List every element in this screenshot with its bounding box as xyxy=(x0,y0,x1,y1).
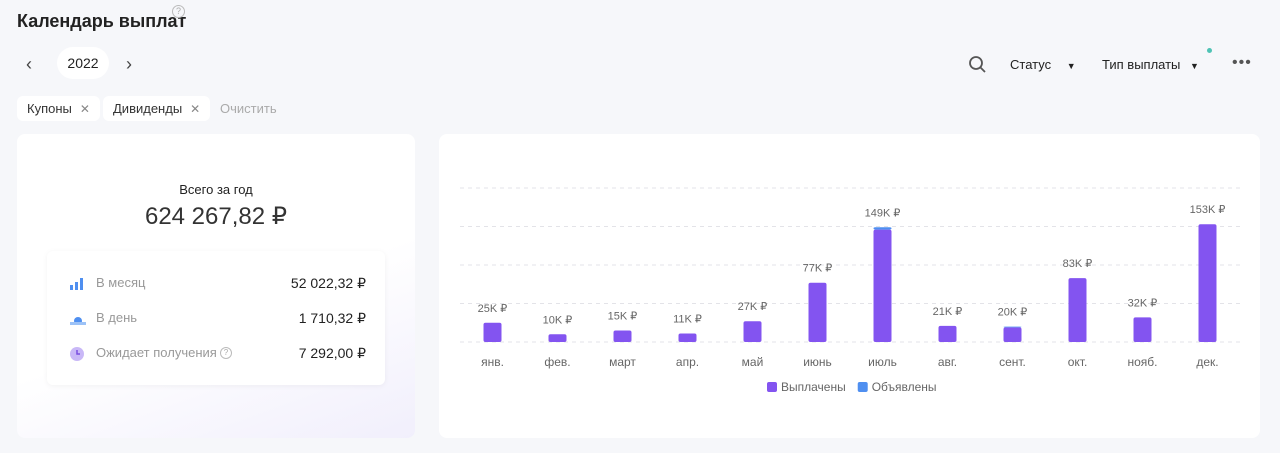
stat-label: Ожидает получения xyxy=(96,345,217,360)
stat-value: 1 710,32 ₽ xyxy=(298,310,366,326)
more-menu[interactable]: ••• xyxy=(1232,54,1252,71)
type-filter[interactable]: Тип выплаты ▼ xyxy=(1102,57,1199,72)
value-label: 77K ₽ xyxy=(803,263,833,275)
x-tick-label: апр. xyxy=(676,355,699,369)
stat-row: Ожидает получения? 7 292,00 ₽ xyxy=(70,345,366,365)
type-label: Тип выплаты xyxy=(1102,57,1181,72)
bar-segment xyxy=(1068,278,1087,342)
help-icon[interactable]: ? xyxy=(220,347,232,359)
bar-segment xyxy=(613,330,632,342)
value-label: 21K ₽ xyxy=(933,306,963,318)
search-icon[interactable] xyxy=(968,55,988,75)
bar-segment xyxy=(1003,326,1022,328)
bar-segment xyxy=(1133,317,1152,342)
value-label: 20K ₽ xyxy=(998,307,1028,319)
x-tick-label: март xyxy=(609,355,636,369)
stat-value: 52 022,32 ₽ xyxy=(290,275,366,291)
value-label: 11K ₽ xyxy=(673,314,702,326)
chip-label: Купоны xyxy=(27,101,72,116)
value-label: 83K ₽ xyxy=(1063,258,1093,270)
x-tick-label: фев. xyxy=(544,355,570,369)
stat-label: В месяц xyxy=(96,275,146,290)
bar-segment xyxy=(938,325,957,342)
bar-segment xyxy=(808,282,827,342)
total-value: 624 267,82 ₽ xyxy=(144,203,288,230)
x-tick-label: нояб. xyxy=(1127,355,1157,369)
x-tick-label: сент. xyxy=(999,355,1026,369)
stats-box xyxy=(47,251,385,385)
chart-card xyxy=(439,134,1260,438)
indicator xyxy=(1207,48,1212,53)
filter-chip[interactable]: Купоны ✕ xyxy=(17,96,100,121)
x-tick-label: июнь xyxy=(803,355,832,369)
prev-year[interactable]: ‹ xyxy=(26,54,32,74)
bar-segment xyxy=(873,229,892,342)
x-tick-label: июль xyxy=(868,355,897,369)
bar-segment xyxy=(1198,224,1217,342)
total-label: Всего за год xyxy=(179,182,253,197)
value-label: 32K ₽ xyxy=(1128,297,1158,309)
bar-segment xyxy=(548,334,567,342)
value-label: 25K ₽ xyxy=(478,303,508,315)
stat-value: 7 292,00 ₽ xyxy=(298,345,366,361)
filter-chip[interactable]: Дивиденды ✕ xyxy=(103,96,211,121)
legend-label: Объявлены xyxy=(872,380,937,394)
x-tick-label: окт. xyxy=(1068,355,1088,369)
bar-segment xyxy=(678,333,697,342)
clear-filters[interactable]: Очистить xyxy=(220,101,277,116)
value-label: 153K ₽ xyxy=(1190,204,1226,216)
x-tick-label: май xyxy=(742,355,764,369)
bar-segment xyxy=(483,322,502,342)
year[interactable]: 2022 xyxy=(57,47,109,79)
stat-row: В месяц 52 022,32 ₽ xyxy=(70,275,366,295)
x-tick-label: авг. xyxy=(938,355,957,369)
legend-swatch xyxy=(767,382,777,392)
x-tick-label: дек. xyxy=(1196,355,1218,369)
bar-segment xyxy=(1003,327,1022,342)
chip-label: Дивиденды xyxy=(113,101,183,116)
value-label: 27K ₽ xyxy=(738,301,768,313)
status-filter[interactable]: Статус ▼ xyxy=(1010,57,1076,72)
value-label: 15K ₽ xyxy=(608,310,638,322)
value-label: 10K ₽ xyxy=(543,314,573,326)
legend-swatch xyxy=(857,382,868,392)
help-icon[interactable]: ? xyxy=(172,5,185,18)
page-title: Календарь выплат xyxy=(17,11,187,31)
stat-row: В день 1 710,32 ₽ xyxy=(70,310,366,330)
next-year[interactable]: › xyxy=(126,54,132,74)
stat-label: В день xyxy=(96,310,138,325)
bar-segment xyxy=(873,227,892,230)
legend-label: Выплачены xyxy=(781,380,846,394)
x-tick-label: янв. xyxy=(481,355,504,369)
value-label: 149K ₽ xyxy=(865,207,901,219)
status-label: Статус xyxy=(1010,57,1052,72)
bar-segment xyxy=(743,321,762,342)
